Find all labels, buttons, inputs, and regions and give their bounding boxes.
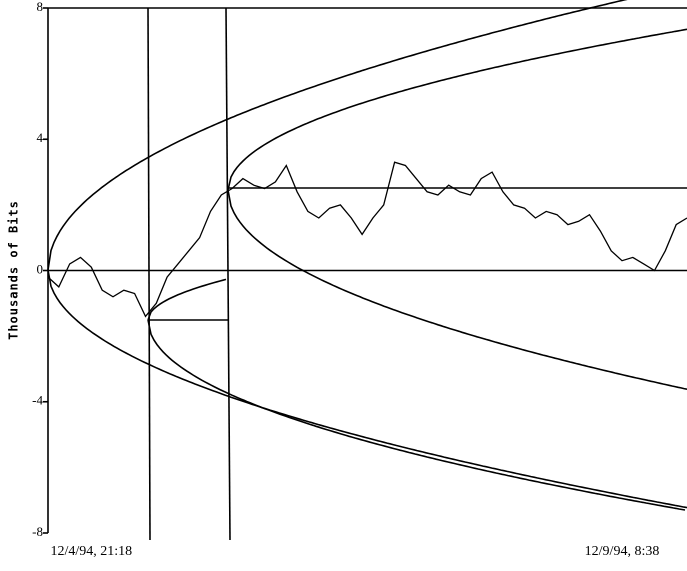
envelope-curve [147,278,227,321]
envelope-curve [147,319,686,511]
x-tick-label: 12/4/94, 21:18 [50,544,132,559]
data-line [47,161,687,318]
vertical-marker [147,7,151,541]
envelope-curve [227,189,687,390]
y-tick-label: 4 [37,130,44,145]
y-tick-label: 8 [37,0,44,14]
x-tick-label: 12/9/94, 8:38 [585,544,660,559]
y-tick-label: -8 [32,524,43,539]
y-tick-label: -4 [32,393,43,408]
chart-layout [47,7,687,541]
envelope-curve [47,0,628,271]
y-tick-label: 0 [37,261,44,276]
envelope-curve [47,269,687,509]
envelope-curve [227,28,687,191]
vertical-marker [225,7,231,541]
y-axis-label: Thousands of Bits [7,200,21,340]
